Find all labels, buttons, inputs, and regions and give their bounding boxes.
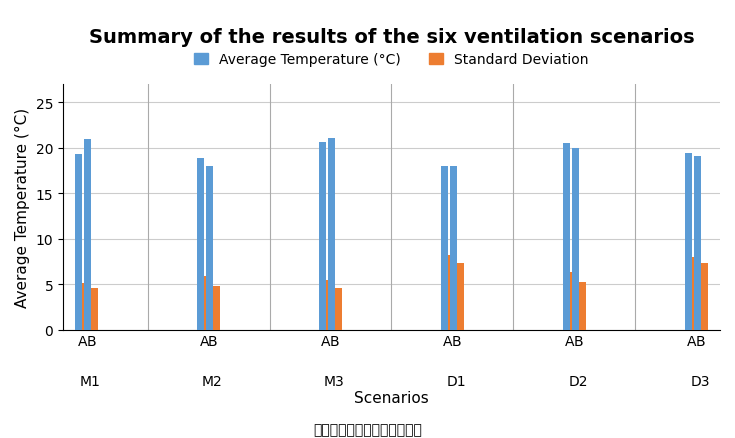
X-axis label: Scenarios: Scenarios xyxy=(354,391,429,406)
Y-axis label: Average Temperature (°C): Average Temperature (°C) xyxy=(15,108,30,307)
Bar xyxy=(694,156,700,330)
Bar xyxy=(91,288,98,330)
Legend: Average Temperature (°C), Standard Deviation: Average Temperature (°C), Standard Devia… xyxy=(189,47,594,72)
Bar xyxy=(456,264,464,330)
Bar xyxy=(319,143,326,330)
Bar xyxy=(563,144,570,330)
Bar xyxy=(204,276,211,330)
Bar xyxy=(197,158,204,330)
Bar xyxy=(685,154,692,330)
Bar xyxy=(441,166,448,330)
Bar xyxy=(570,272,577,330)
Bar xyxy=(84,139,91,330)
Bar xyxy=(700,264,708,330)
Bar xyxy=(448,256,455,330)
Title: Summary of the results of the six ventilation scenarios: Summary of the results of the six ventil… xyxy=(89,28,695,47)
Bar xyxy=(75,155,82,330)
Bar xyxy=(82,284,90,330)
Bar xyxy=(328,138,335,330)
Bar xyxy=(572,148,578,330)
Bar xyxy=(692,258,699,330)
Bar xyxy=(335,288,342,330)
Text: 所有通风方案的平均温度汇总: 所有通风方案的平均温度汇总 xyxy=(313,423,422,437)
Bar xyxy=(213,286,220,330)
Bar xyxy=(578,282,586,330)
Bar xyxy=(206,166,213,330)
Bar xyxy=(326,280,333,330)
Bar xyxy=(450,166,456,330)
